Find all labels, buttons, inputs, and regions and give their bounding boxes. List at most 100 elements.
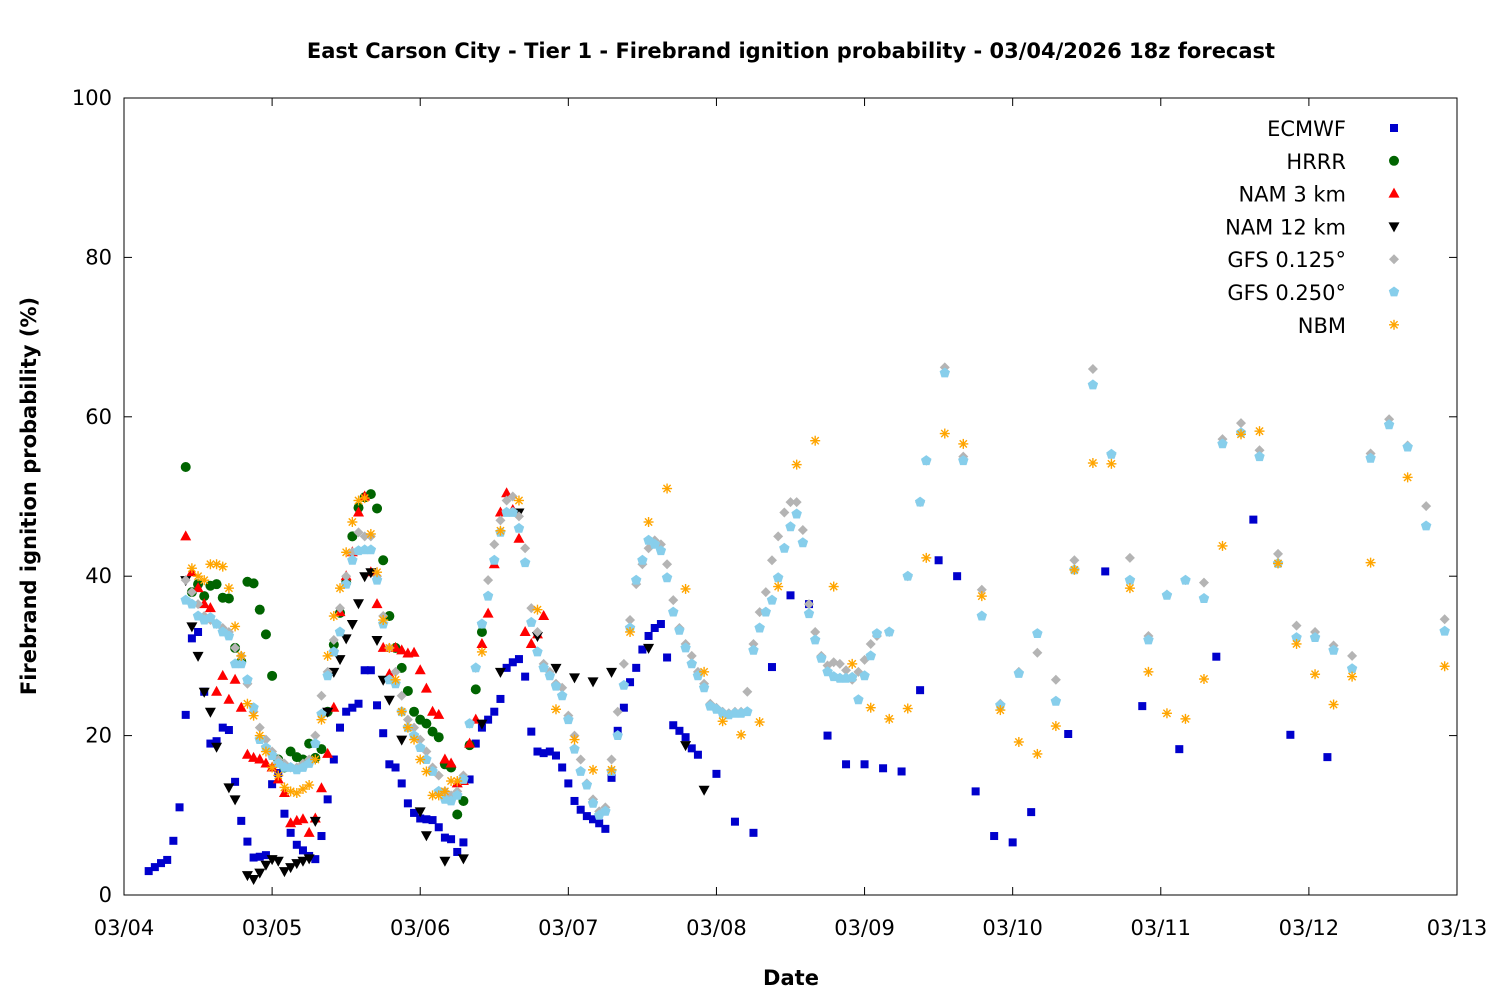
legend-marker (1388, 222, 1400, 233)
data-point (976, 610, 987, 621)
data-point (538, 662, 549, 673)
data-point (383, 668, 395, 679)
data-point (1032, 647, 1043, 658)
data-point (231, 777, 240, 786)
data-point (564, 779, 573, 788)
series-gfs-0-250- (180, 367, 1450, 820)
data-point (384, 611, 395, 622)
data-point (471, 739, 480, 748)
data-point (569, 673, 581, 684)
data-point (1180, 574, 1191, 585)
x-tick-label: 03/07 (538, 916, 599, 940)
data-point (397, 779, 406, 788)
data-point (526, 603, 537, 614)
data-point (569, 743, 580, 754)
data-point (180, 462, 191, 473)
data-point (341, 571, 352, 582)
data-point (309, 816, 321, 827)
chart-title: East Carson City - Tier 1 - Firebrand ig… (307, 39, 1275, 63)
data-point (260, 629, 271, 640)
data-point (804, 599, 815, 610)
data-point (791, 459, 802, 470)
legend-marker (1389, 319, 1399, 330)
data-point (186, 622, 198, 633)
data-point (1106, 458, 1117, 469)
series-nbm (186, 426, 1450, 801)
data-point (402, 714, 413, 725)
data-point (631, 574, 642, 585)
data-point (348, 703, 357, 712)
data-point (334, 583, 345, 594)
data-point (427, 705, 439, 716)
data-point (1027, 808, 1036, 817)
data-point (519, 625, 531, 636)
data-point (266, 750, 278, 760)
data-point (841, 665, 852, 676)
data-point (476, 626, 487, 637)
data-point (680, 642, 691, 653)
data-point (223, 783, 235, 794)
data-point (310, 730, 321, 741)
data-point (470, 662, 481, 673)
data-point (410, 808, 419, 817)
data-points (144, 362, 1450, 886)
data-point (372, 503, 383, 514)
data-point (169, 836, 178, 845)
data-point (914, 496, 926, 507)
data-point (322, 707, 334, 718)
data-point (304, 780, 315, 791)
legend-item: HRRR (1286, 150, 1399, 174)
data-point (217, 561, 228, 572)
data-point (649, 538, 660, 549)
data-point (223, 593, 234, 604)
data-point (242, 674, 253, 685)
data-point (414, 807, 426, 818)
data-point (816, 652, 827, 663)
data-point (1013, 667, 1025, 678)
data-point (445, 757, 457, 768)
data-point (526, 616, 537, 627)
data-point (476, 646, 487, 657)
data-point (897, 767, 906, 776)
data-point (236, 650, 247, 661)
data-point (242, 698, 253, 709)
data-point (416, 814, 425, 823)
data-point (884, 626, 895, 637)
data-point (291, 859, 303, 870)
data-point (1420, 520, 1432, 531)
data-point (680, 741, 692, 752)
data-point (514, 655, 523, 664)
data-point (1365, 452, 1376, 463)
data-point (1291, 632, 1302, 642)
data-point (686, 650, 697, 661)
data-point (297, 856, 309, 867)
data-point (334, 626, 346, 637)
data-point (823, 731, 832, 740)
data-point (674, 624, 685, 635)
data-point (267, 670, 278, 681)
data-point (1161, 589, 1173, 600)
data-point (476, 637, 488, 648)
data-point (773, 531, 784, 542)
data-point (663, 653, 672, 662)
data-point (1101, 567, 1110, 576)
data-point (662, 483, 673, 494)
data-point (1212, 652, 1221, 661)
data-point (563, 714, 574, 725)
data-point (513, 532, 525, 543)
data-point (859, 670, 870, 681)
data-point (452, 776, 463, 787)
data-point (1249, 515, 1258, 524)
data-point (415, 742, 426, 752)
data-point (1138, 702, 1147, 711)
data-point (371, 574, 383, 585)
data-point (698, 682, 710, 693)
data-point (1124, 583, 1135, 594)
data-point (415, 754, 426, 765)
data-point (847, 671, 858, 682)
data-point (1365, 557, 1376, 568)
data-point (587, 797, 599, 808)
data-point (421, 718, 432, 729)
data-point (211, 742, 223, 753)
data-point (248, 702, 259, 713)
